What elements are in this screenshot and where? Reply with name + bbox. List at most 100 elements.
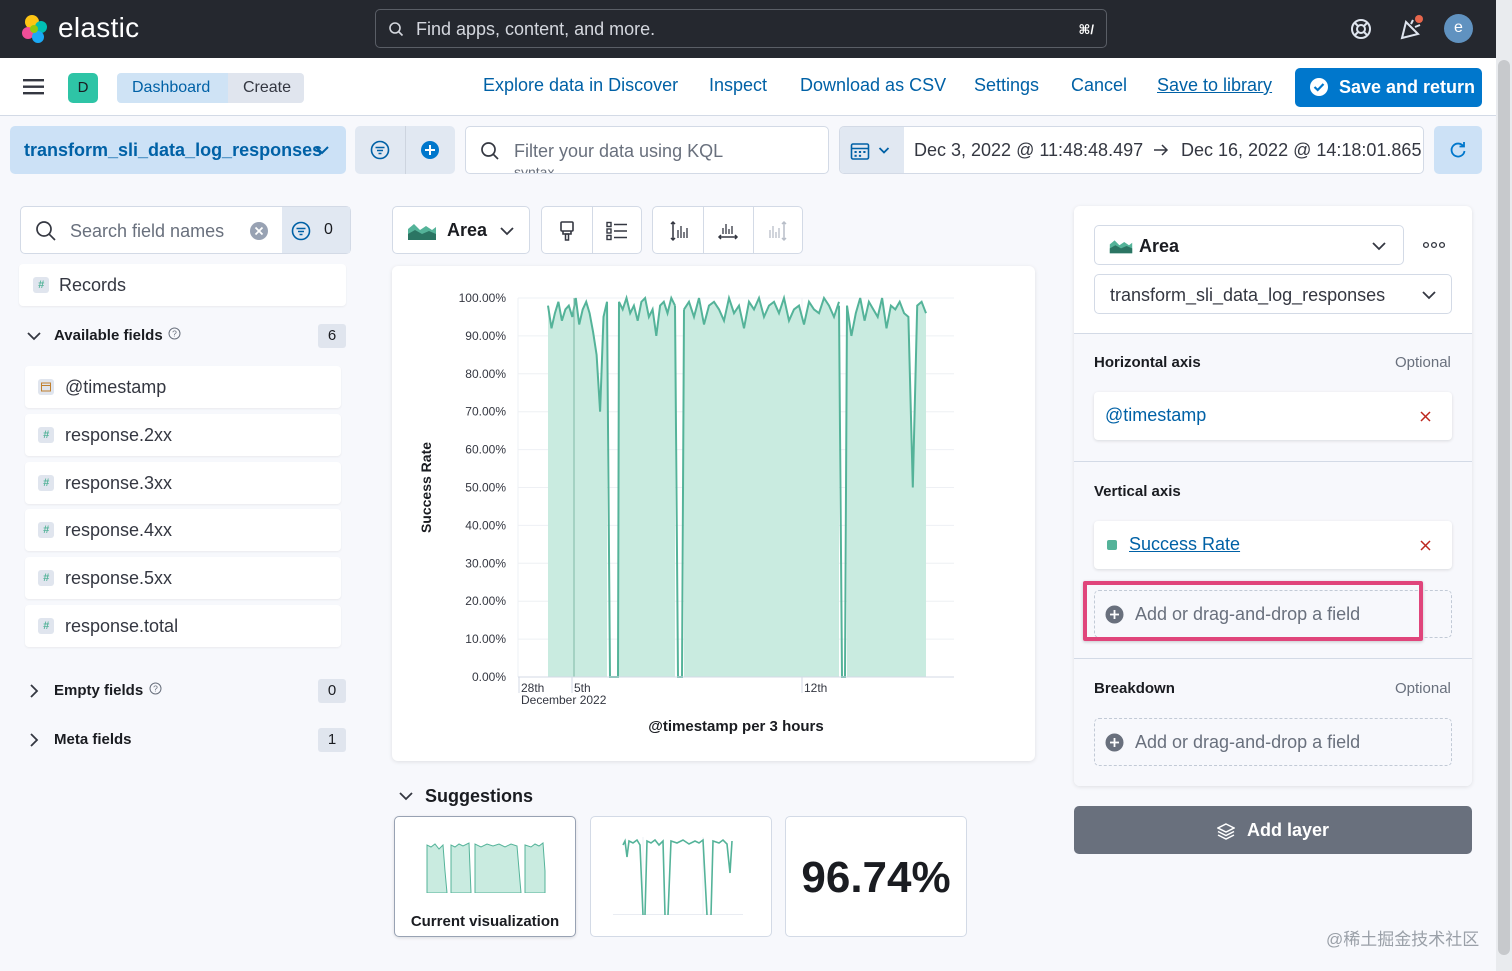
area-segment	[684, 298, 839, 677]
vertical-axis-label: Vertical axis	[1094, 483, 1181, 500]
paintbrush-icon[interactable]	[557, 220, 577, 242]
series-line	[618, 294, 676, 337]
field-label: response.3xx	[65, 473, 173, 493]
info-icon[interactable]: ?	[149, 682, 162, 695]
brand-name[interactable]: elastic	[58, 12, 140, 43]
x-tick-sublabel: December 2022	[521, 693, 607, 707]
horizontal-field-label: @timestamp	[1105, 405, 1207, 425]
filter-icon	[370, 140, 390, 160]
field-response-4xx[interactable]: # response.4xx	[25, 509, 341, 551]
remove-icon[interactable]	[1420, 411, 1431, 422]
remove-icon[interactable]	[1420, 540, 1431, 551]
global-search-input[interactable]: Find apps, content, and more. ⌘/	[375, 9, 1107, 48]
chevron-down-icon	[315, 146, 329, 155]
field-type-filter-button[interactable]: 0	[282, 207, 350, 253]
chevron-down-icon	[1422, 291, 1436, 300]
breadcrumb-dashboard[interactable]: Dashboard	[117, 73, 239, 103]
kql-query-input[interactable]: Filter your data using KQL syntax	[465, 126, 829, 174]
help-icon[interactable]	[1346, 14, 1376, 44]
field-label: @timestamp	[65, 377, 167, 397]
chevron-down-icon	[1372, 242, 1386, 251]
info-icon[interactable]: ?	[168, 327, 181, 340]
layer-data-view-select[interactable]: transform_sli_data_log_responses	[1094, 274, 1452, 314]
plus-circle-icon	[1105, 733, 1124, 752]
menu-icon[interactable]	[22, 77, 46, 97]
x-tick-label: 5th	[574, 681, 591, 695]
refresh-button[interactable]	[1434, 126, 1482, 174]
add-layer-button[interactable]: Add layer	[1074, 806, 1472, 854]
data-view-name: transform_sli_data_log_responses	[24, 140, 323, 160]
elastic-logo-icon[interactable]	[20, 14, 50, 44]
field-response-5xx[interactable]: # response.5xx	[25, 557, 341, 599]
date-picker[interactable]: Dec 3, 2022 @ 11:48:48.497 Dec 16, 2022 …	[839, 126, 1424, 174]
suggestion-current[interactable]: Current visualization	[394, 816, 576, 937]
field-records[interactable]: # Records	[19, 264, 346, 306]
series-color-swatch[interactable]	[1107, 540, 1117, 550]
suggestion-metric[interactable]: 96.74%	[785, 816, 967, 937]
filter-menu-button[interactable]	[355, 126, 405, 174]
settings-link[interactable]: Settings	[974, 75, 1040, 95]
date-end[interactable]: Dec 16, 2022 @ 14:18:01.865	[1181, 140, 1422, 160]
meta-fields-toggle[interactable]: Meta fields	[54, 731, 132, 748]
layer-actions-icon[interactable]	[1423, 241, 1445, 249]
explore-discover-link[interactable]: Explore data in Discover	[483, 75, 679, 95]
news-feed-icon[interactable]	[1396, 14, 1426, 44]
search-icon	[36, 221, 56, 241]
inspect-link[interactable]: Inspect	[709, 75, 768, 95]
download-csv-link[interactable]: Download as CSV	[800, 75, 947, 95]
y-tick-label: 10.00%	[465, 632, 506, 646]
page-scrollbar-thumb[interactable]	[1498, 60, 1510, 955]
area-chart[interactable]: 100.00% 90.00% 80.00% 70.00% 60.00% 50.00% 40.…	[392, 266, 1035, 761]
area-segment	[619, 298, 675, 677]
cancel-link[interactable]: Cancel	[1071, 75, 1128, 95]
search-placeholder: Find apps, content, and more.	[416, 19, 656, 39]
y-tick-label: 20.00%	[465, 594, 506, 608]
field-response-2xx[interactable]: # response.2xx	[25, 414, 341, 456]
y-tick-label: 30.00%	[465, 556, 506, 570]
legend-icon[interactable]	[606, 221, 628, 241]
vertical-dimension-button[interactable]: Success Rate	[1094, 521, 1452, 569]
suggestion-line-thumbnail	[613, 837, 743, 915]
chevron-down-icon[interactable]	[398, 790, 414, 802]
divider	[592, 207, 593, 253]
chevron-right-icon[interactable]	[28, 683, 40, 699]
quick-date-menu-button[interactable]	[840, 127, 904, 173]
series-line-gap	[838, 305, 848, 678]
field-response-total[interactable]: # response.total	[25, 605, 341, 647]
space-badge[interactable]: D	[68, 73, 98, 103]
chevron-down-icon[interactable]	[26, 330, 42, 342]
add-filter-button[interactable]	[405, 126, 455, 174]
save-to-library-link[interactable]: Save to library	[1157, 75, 1273, 95]
suggestions-toggle[interactable]: Suggestions	[425, 786, 534, 806]
number-field-icon: #	[38, 570, 54, 586]
field-response-3xx[interactable]: # response.3xx	[25, 462, 341, 504]
y-axis-title: Success Rate	[418, 442, 434, 533]
data-view-selector[interactable]: transform_sli_data_log_responses	[10, 126, 346, 174]
number-field-icon: #	[38, 427, 54, 443]
suggestion-line[interactable]	[590, 816, 772, 937]
chevron-down-icon	[500, 227, 514, 236]
breakdown-add-field-dropzone[interactable]: Add or drag-and-drop a field	[1094, 718, 1452, 766]
bottom-axis-icon[interactable]	[717, 220, 739, 242]
save-and-return-button[interactable]: Save and return	[1295, 68, 1482, 107]
horizontal-dimension-button[interactable]: @timestamp	[1094, 392, 1452, 440]
field-timestamp[interactable]: @timestamp	[25, 366, 341, 408]
area-chart-icon	[408, 224, 436, 240]
layer-chart-type-label: Area	[1139, 236, 1180, 256]
chart-type-switcher[interactable]: Area	[392, 206, 530, 254]
field-label: response.2xx	[65, 425, 173, 445]
search-icon	[389, 22, 404, 37]
field-search-input[interactable]: Search field names 0	[20, 206, 351, 254]
user-avatar[interactable]: e	[1444, 14, 1473, 43]
y-tick-label: 100.00%	[459, 291, 507, 305]
left-axis-icon[interactable]	[668, 220, 690, 242]
y-tick-label: 40.00%	[465, 518, 506, 532]
available-fields-toggle[interactable]: Available fields	[54, 327, 163, 344]
y-tick-label: 70.00%	[465, 405, 506, 419]
clear-icon[interactable]	[249, 221, 269, 241]
chevron-right-icon[interactable]	[28, 732, 40, 748]
date-start[interactable]: Dec 3, 2022 @ 11:48:48.497	[914, 140, 1144, 160]
vertical-add-field-dropzone[interactable]: Add or drag-and-drop a field	[1094, 590, 1452, 638]
empty-fields-toggle[interactable]: Empty fields	[54, 682, 144, 699]
layer-chart-type-select[interactable]: Area	[1094, 225, 1404, 265]
